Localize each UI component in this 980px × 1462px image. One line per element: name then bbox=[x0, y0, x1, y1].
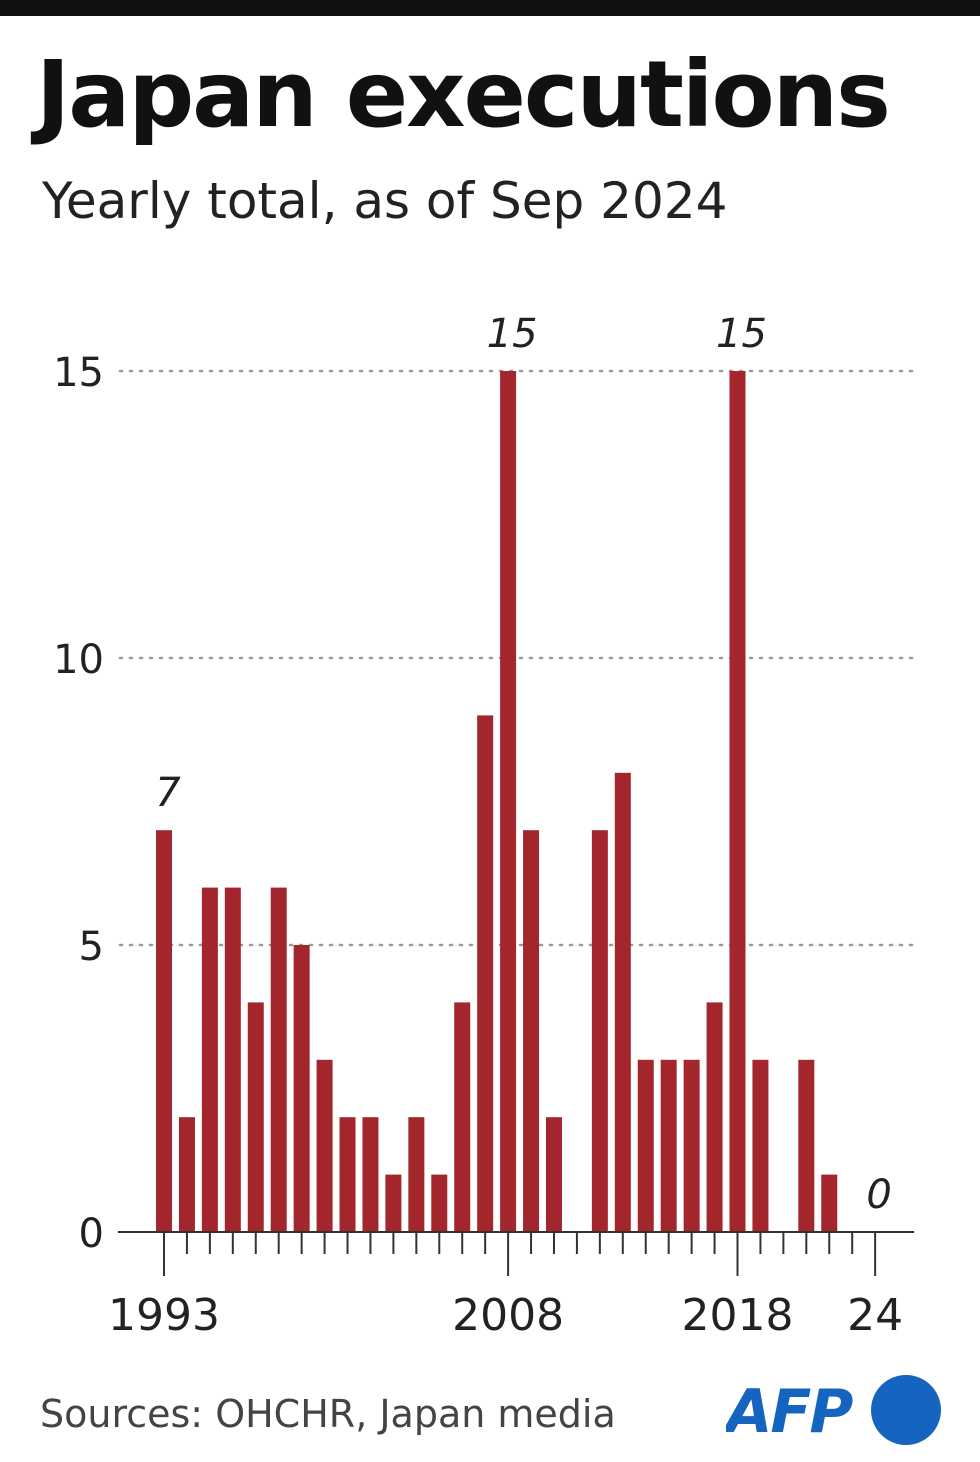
bar-2019 bbox=[752, 1059, 769, 1232]
data-label: 15 bbox=[716, 311, 767, 357]
bars bbox=[156, 371, 838, 1232]
afp-logo-text: AFP bbox=[726, 1377, 853, 1447]
bar-2001 bbox=[339, 1117, 356, 1232]
bar-2012 bbox=[591, 830, 608, 1232]
bar-2008 bbox=[500, 371, 517, 1232]
bar-1999 bbox=[293, 945, 310, 1232]
bar-2022 bbox=[821, 1174, 838, 1232]
data-labels: 7 15 15 0 bbox=[155, 311, 892, 1218]
bar-2006 bbox=[454, 1002, 471, 1232]
chart-title: Japan executions bbox=[36, 41, 891, 148]
afp-logo: AFP bbox=[726, 1375, 941, 1447]
x-axis-labels: 1993 2008 2018 24 bbox=[108, 1290, 903, 1341]
afp-logo-dot bbox=[871, 1375, 941, 1445]
x-tick-label: 2018 bbox=[682, 1290, 794, 1341]
x-tick-label: 2008 bbox=[452, 1290, 564, 1341]
chart-subtitle: Yearly total, as of Sep 2024 bbox=[42, 172, 728, 230]
bar-2021 bbox=[798, 1059, 815, 1232]
data-label: 15 bbox=[487, 311, 538, 357]
y-tick-label: 5 bbox=[79, 924, 104, 970]
bar-2009 bbox=[523, 830, 540, 1232]
bar-1993 bbox=[156, 830, 172, 1232]
x-axis bbox=[118, 1231, 914, 1276]
bar-2007 bbox=[477, 715, 494, 1232]
bar-1995 bbox=[201, 887, 218, 1232]
bar-2015 bbox=[660, 1059, 677, 1232]
gridlines bbox=[118, 369, 920, 947]
data-label: 7 bbox=[155, 770, 181, 816]
bar-2004 bbox=[408, 1117, 425, 1232]
y-tick-label: 0 bbox=[79, 1211, 104, 1257]
bar-2017 bbox=[706, 1002, 723, 1232]
x-tick-label: 1993 bbox=[108, 1290, 220, 1341]
y-axis-labels: 0 5 10 15 bbox=[53, 350, 104, 1257]
bar-2014 bbox=[637, 1059, 654, 1232]
bar-2018 bbox=[729, 371, 746, 1232]
y-tick-label: 10 bbox=[53, 637, 104, 683]
data-label: 0 bbox=[866, 1172, 891, 1218]
bar-2003 bbox=[385, 1174, 402, 1232]
bar-1997 bbox=[247, 1002, 264, 1232]
bar-2002 bbox=[362, 1117, 379, 1232]
bar-2000 bbox=[316, 1059, 333, 1232]
x-tick-label: 24 bbox=[847, 1290, 903, 1341]
source-note: Sources: OHCHR, Japan media bbox=[40, 1392, 616, 1436]
bar-1994 bbox=[178, 1117, 195, 1232]
bar-1998 bbox=[270, 887, 287, 1232]
y-tick-label: 15 bbox=[53, 350, 104, 396]
bar-2005 bbox=[431, 1174, 448, 1232]
bar-2010 bbox=[545, 1117, 562, 1232]
bar-2013 bbox=[614, 772, 631, 1232]
bar-2016 bbox=[683, 1059, 700, 1232]
top-rule bbox=[0, 0, 980, 16]
bar-1996 bbox=[224, 887, 241, 1232]
bar-chart: 0 5 10 15 1993 2008 2018 24 7 15 15 0 bbox=[53, 311, 920, 1341]
